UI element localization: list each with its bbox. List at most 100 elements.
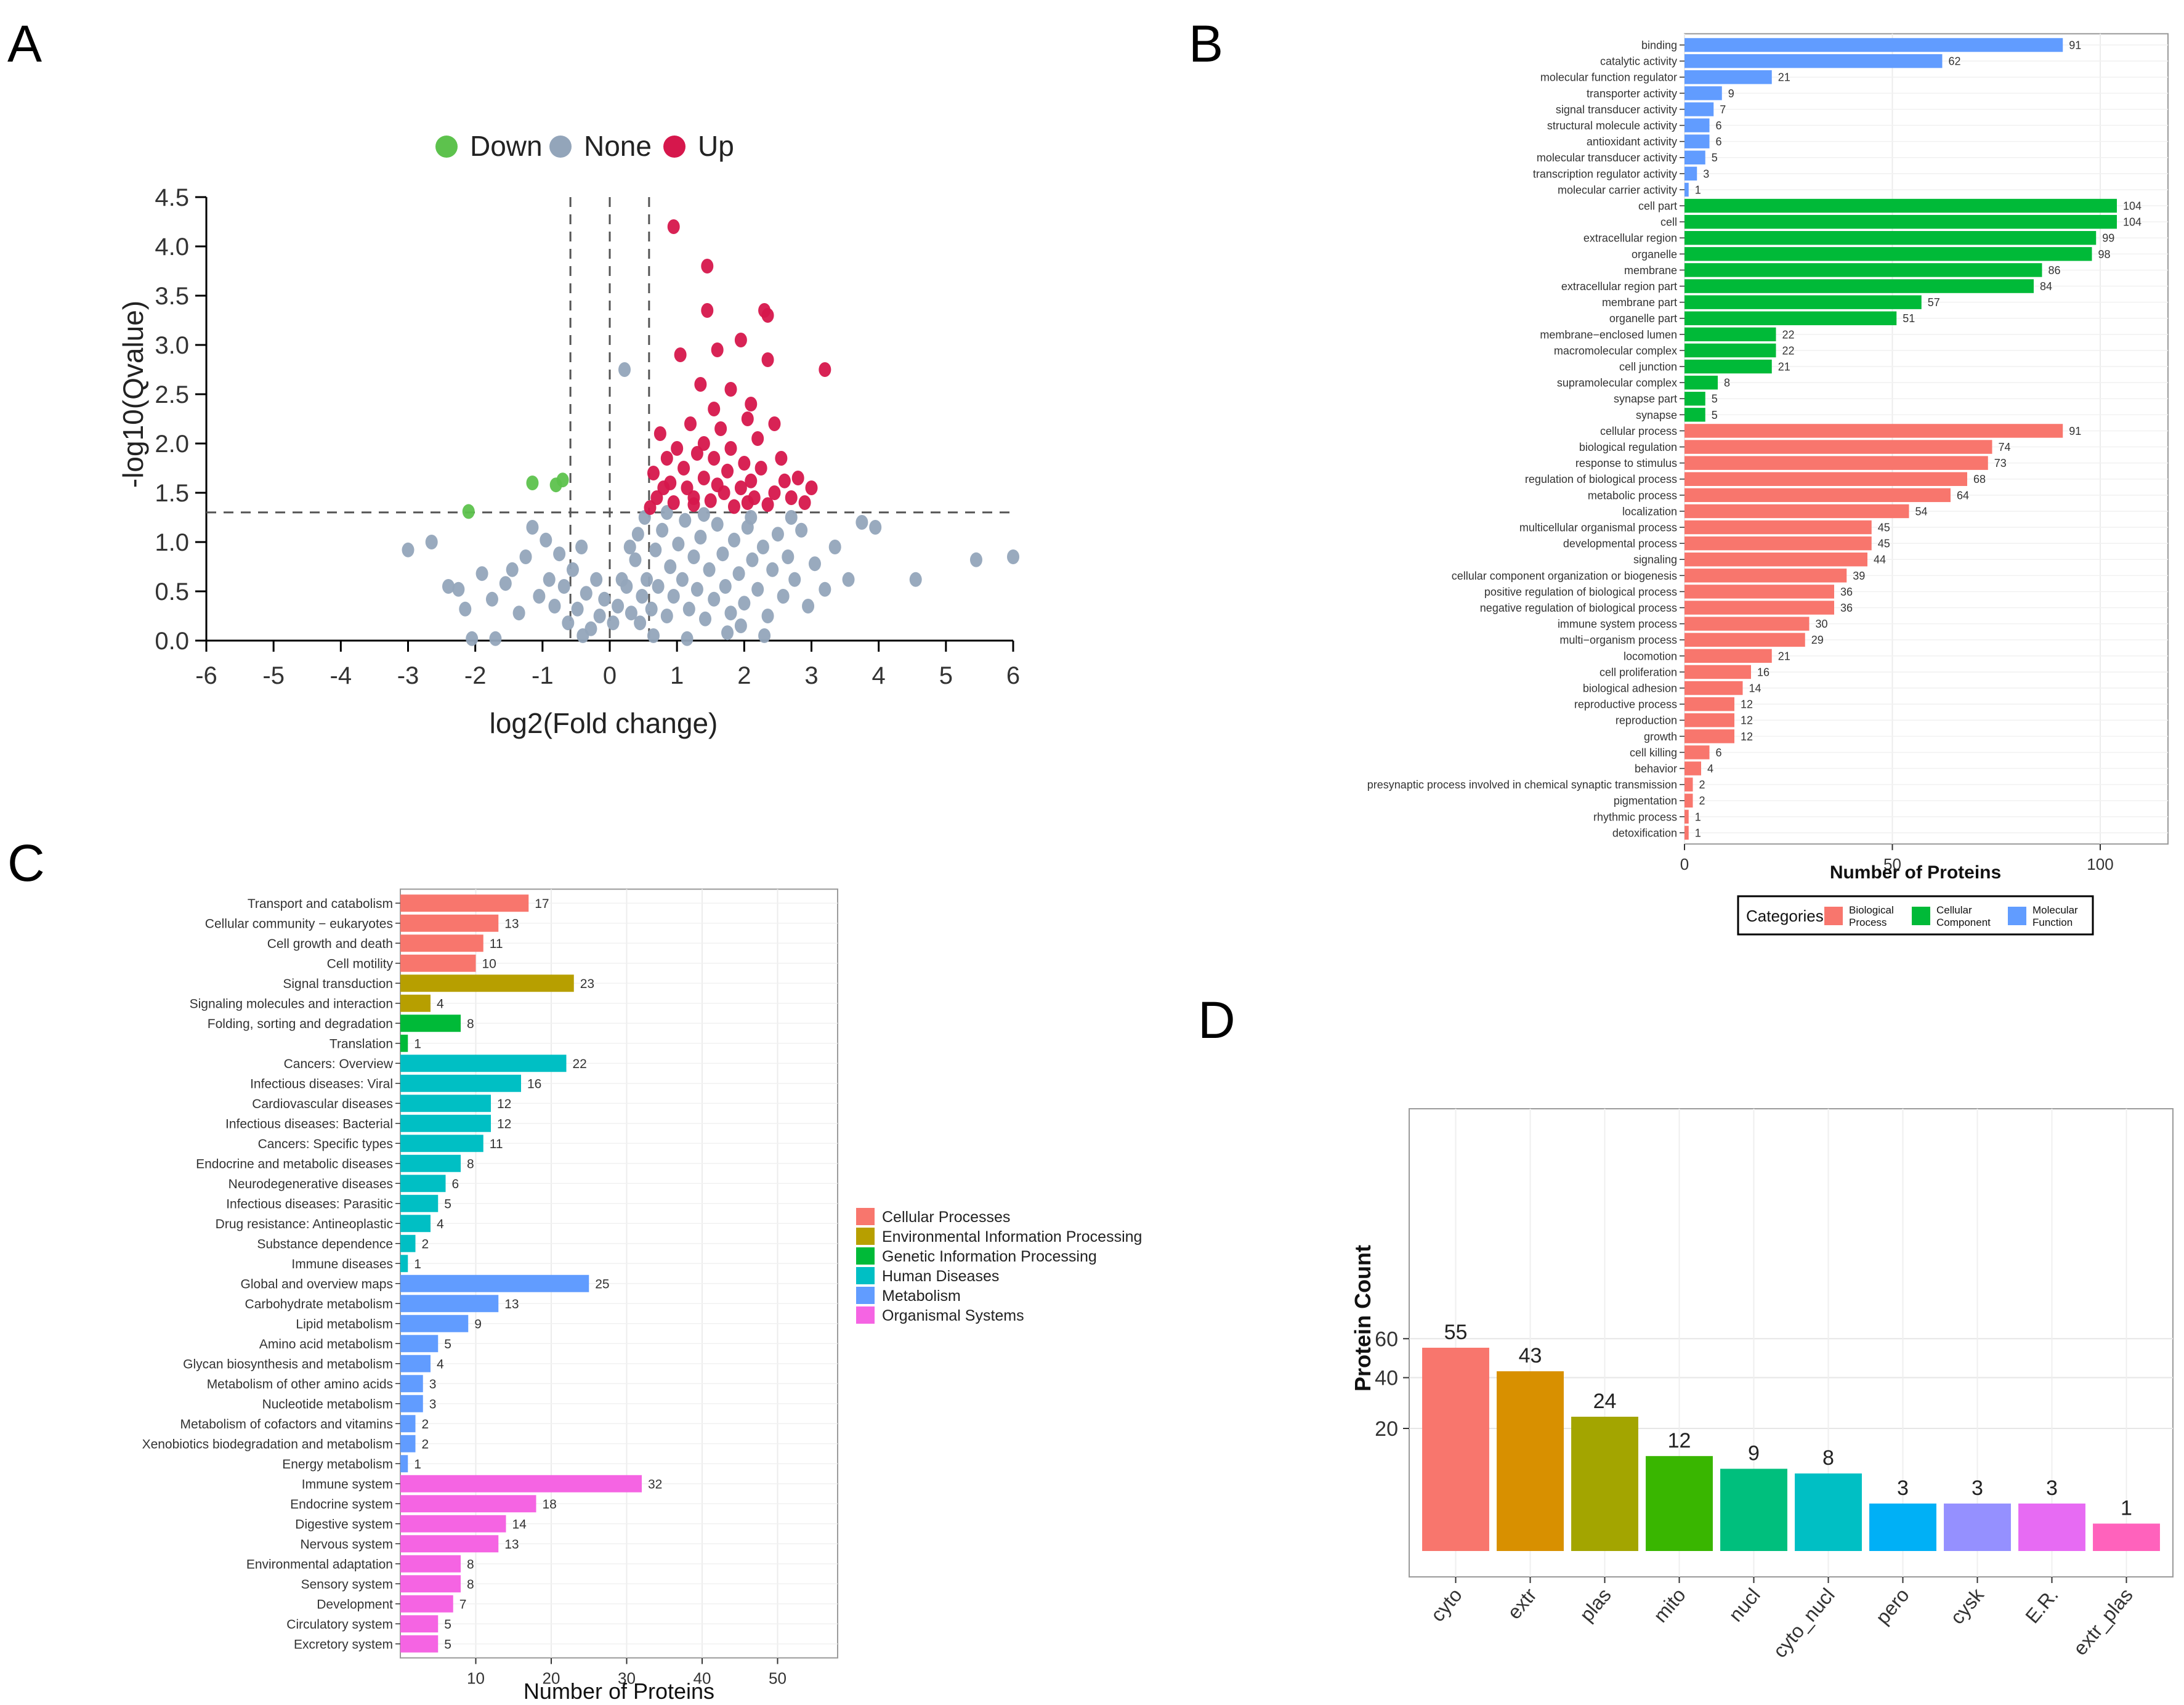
category-label: cell killing (1630, 747, 1677, 759)
bar (400, 1455, 408, 1473)
scatter-point-none (746, 552, 759, 567)
category-label: cell (1660, 216, 1677, 229)
scatter-point-none (634, 615, 647, 631)
category-label: organelle part (1609, 312, 1677, 325)
category-label: Circulatory system (286, 1618, 393, 1632)
bar (1685, 182, 1689, 197)
category-label: membrane−enclosed lumen (1540, 328, 1677, 341)
bar-value-label: 1 (414, 1457, 421, 1472)
scatter-point-none (499, 576, 512, 591)
bar-cyto_nucl (1795, 1473, 1862, 1551)
y-tick-label: 60 (1375, 1327, 1398, 1351)
scatter-point-none (580, 586, 593, 601)
legend-label-up: Up (698, 130, 734, 162)
bar (400, 1495, 536, 1513)
category-label: Drug resistance: Antineoplastic (216, 1217, 393, 1231)
bar-value-label: 5 (1712, 152, 1718, 164)
bar (1685, 697, 1734, 711)
bar-value-label: 7 (459, 1597, 467, 1611)
bar-value-label: 12 (497, 1117, 511, 1131)
bar-value-label: 4 (437, 1217, 444, 1231)
bar-value-label: 32 (648, 1477, 662, 1491)
x-tick-label: -3 (397, 662, 419, 689)
category-label: Cellular community − eukaryotes (205, 917, 393, 931)
y-tick-label: 2.5 (155, 381, 189, 408)
scatter-point-none (485, 591, 498, 607)
bar-value-label: 2 (1699, 779, 1705, 791)
bar (1685, 440, 1992, 454)
bar-value-label: 22 (1782, 328, 1795, 341)
scatter-point-none (777, 589, 790, 604)
bar (1685, 166, 1697, 181)
legend-label-environmental-information-processing: Environmental Information Processing (882, 1228, 1142, 1245)
scatter-point-none (543, 572, 556, 587)
bar-value-label: 43 (1519, 1344, 1542, 1367)
scatter-point-none (795, 522, 808, 538)
scatter-point-up (745, 397, 758, 411)
bar (400, 1615, 439, 1633)
x-tick-label: 0 (603, 662, 617, 689)
scatter-point-none (576, 628, 589, 643)
y-tick-label: 40 (1375, 1367, 1398, 1390)
category-label: Global and overview maps (241, 1277, 393, 1291)
scatter-point-none (699, 611, 712, 626)
bar-nucl (1720, 1468, 1787, 1551)
x-tick-label: 6 (1006, 662, 1020, 689)
bar-value-label: 13 (504, 1297, 519, 1311)
bar (1685, 392, 1705, 406)
category-label: immune system process (1558, 618, 1677, 630)
bar (1685, 54, 1943, 68)
scatter-point-none (442, 579, 455, 594)
category-label: behavior (1635, 763, 1677, 775)
bar (1685, 536, 1872, 551)
scatter-point-none (489, 631, 502, 646)
category-label: Cell motility (327, 957, 394, 971)
category-label: developmental process (1563, 538, 1677, 550)
bar (400, 1575, 461, 1593)
bar (1685, 311, 1897, 325)
subcellular-bar-chart-panel: 20 40 60 55 cyto 43 extr 24 plas 12 mito 9 nucl 8 cyto… (1350, 1108, 2174, 1662)
scatter-point-none (667, 589, 680, 604)
scatter-point-none (785, 510, 798, 525)
bar (1685, 86, 1722, 100)
bar (400, 1215, 431, 1233)
scatter-point-none (647, 628, 660, 643)
category-label: Signal transduction (283, 977, 393, 991)
legend-label-none: None (584, 130, 652, 162)
legend-title: Categories (1746, 907, 1824, 925)
bar-value-label: 3 (1897, 1476, 1909, 1500)
bar (1685, 488, 1951, 503)
legend-marker-down (435, 136, 458, 158)
bar-value-label: 45 (1878, 522, 1890, 534)
scatter-point-up (671, 441, 684, 456)
legend-swatch-biological-process (1824, 907, 1843, 925)
category-label: growth (1644, 731, 1677, 743)
x-tick-label: 20 (543, 1669, 560, 1688)
scatter-point-up (761, 352, 774, 367)
category-label: catalytic activity (1600, 55, 1677, 68)
category-label: structural molecule activity (1547, 119, 1677, 132)
scatter-point-none (526, 520, 539, 535)
legend-marker-up (663, 136, 686, 158)
category-label: regulation of biological process (1525, 473, 1677, 485)
scatter-point-up (711, 342, 724, 357)
x-tick-label: nucl (1725, 1584, 1765, 1626)
scatter-point-none (475, 566, 488, 581)
y-tick-label: 20 (1375, 1417, 1398, 1441)
scatter-point-none (557, 579, 570, 594)
bar (1685, 424, 2063, 438)
scatter-point-none (734, 618, 747, 633)
x-axis-title: log2(Fold change) (490, 707, 718, 739)
bar (400, 1295, 499, 1313)
scatter-point-up (785, 490, 798, 505)
bar (1685, 456, 1988, 470)
bar (1685, 665, 1751, 679)
scatter-point-up (697, 436, 710, 451)
scatter-point-none (719, 579, 732, 594)
scatter-point-up (727, 499, 740, 514)
scatter-point-none (649, 542, 662, 557)
bar-value-label: 86 (2049, 264, 2061, 277)
scatter-point-none (615, 572, 628, 587)
bar-value-label: 1 (1695, 811, 1701, 823)
